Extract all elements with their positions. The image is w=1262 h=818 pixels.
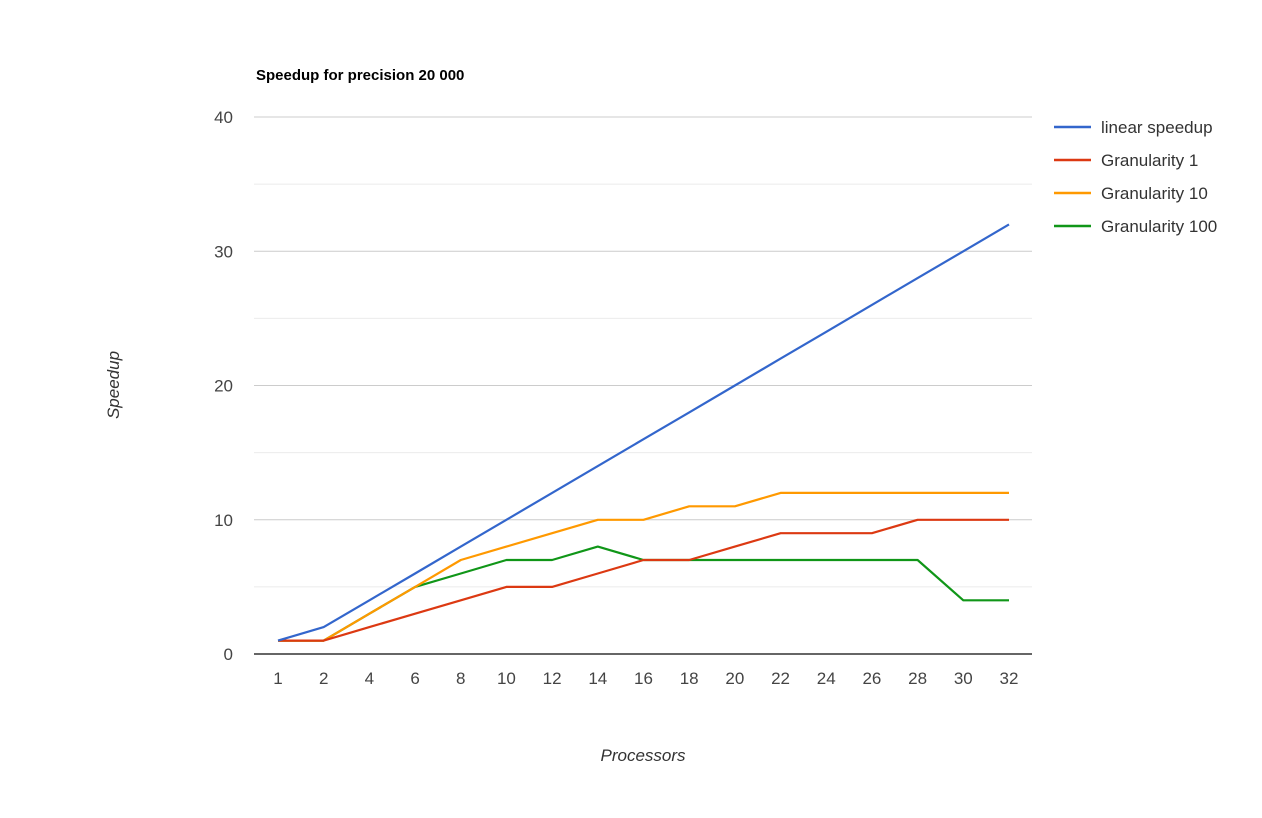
series-line-granularity-1 (278, 518, 1009, 642)
x-tick-label: 22 (771, 669, 790, 688)
y-tick-label: 10 (214, 511, 233, 530)
series-lines (277, 223, 1010, 642)
x-tick-label: 18 (680, 669, 699, 688)
y-tick-label: 0 (224, 645, 233, 664)
legend-label-granularity-10: Granularity 10 (1101, 184, 1208, 203)
x-tick-label: 1 (273, 669, 282, 688)
x-tick-label: 20 (725, 669, 744, 688)
y-axis-title: Speedup (104, 351, 123, 419)
x-tick-label: 10 (497, 669, 516, 688)
x-tick-label: 12 (543, 669, 562, 688)
x-tick-label: 8 (456, 669, 465, 688)
x-tick-label: 2 (319, 669, 328, 688)
legend-label-granularity-1: Granularity 1 (1101, 151, 1198, 170)
chart-title: Speedup for precision 20 000 (256, 67, 464, 84)
x-tick-label: 6 (410, 669, 419, 688)
series-line-granularity-10 (278, 491, 1009, 642)
gridlines (254, 116, 1032, 588)
legend-label-granularity-100: Granularity 100 (1101, 217, 1217, 236)
y-tick-label: 20 (214, 377, 233, 396)
legend: linear speedup Granularity 1 Granularity 1… (1054, 118, 1217, 236)
x-tick-label: 26 (862, 669, 881, 688)
y-tick-label: 30 (214, 242, 233, 261)
x-tick-label: 14 (588, 669, 607, 688)
x-tick-label: 16 (634, 669, 653, 688)
legend-label-linear-speedup: linear speedup (1101, 118, 1213, 137)
x-tick-label: 24 (817, 669, 836, 688)
x-tick-label: 30 (954, 669, 973, 688)
series-line-linear-speedup (277, 223, 1010, 642)
x-tick-label: 32 (1000, 669, 1019, 688)
x-axis-ticks: 1 2 4 6 8 10 12 14 16 18 20 22 24 26 28 30 32 (273, 669, 1018, 688)
y-axis-ticks: 0 10 20 30 40 (214, 108, 233, 664)
y-tick-label: 40 (214, 108, 233, 127)
x-tick-label: 28 (908, 669, 927, 688)
x-tick-label: 4 (365, 669, 374, 688)
x-axis-title: Processors (600, 746, 686, 765)
